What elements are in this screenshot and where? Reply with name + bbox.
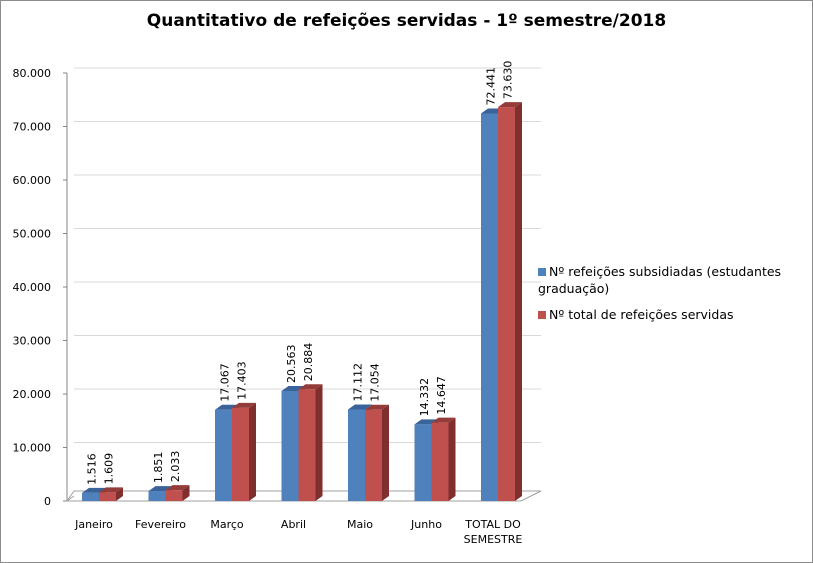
bar [365,409,382,501]
floor-edge [66,495,75,502]
data-label: 14.332 [418,378,431,417]
bar-side [315,384,323,501]
bar-top [298,384,323,390]
y-tick-label: 0 [44,495,51,508]
bar [348,409,365,501]
x-tick-label: Abril [281,518,306,531]
bar [82,492,99,501]
legend-swatch-red [538,311,546,319]
data-label: 17.112 [352,363,365,402]
data-label: 73.630 [502,61,515,100]
data-label: 72.441 [485,67,498,106]
y-tick-label: 40.000 [13,281,52,294]
x-tick-label: Janeiro [74,518,113,531]
y-tick-label: 20.000 [13,388,52,401]
bar-top [365,404,389,410]
legend-item-subsidiadas: Nº refeições subsidiadas (estudantes gra… [538,263,803,297]
data-label: 17.067 [219,363,232,402]
x-tick-label: Junho [410,518,442,531]
x-tick-label: TOTAL DO [464,518,521,531]
bar [298,389,316,501]
bar [99,492,116,501]
legend-label: Nº refeições subsidiadas (estudantes gra… [538,264,782,296]
y-tick-label: 50.000 [13,228,52,241]
y-tick-label: 60.000 [13,174,52,187]
bar [498,107,515,501]
x-tick-label: SEMESTRE [464,533,523,546]
bar-side [515,102,522,501]
x-tick-label: Maio [347,518,373,531]
legend-label: Nº total de refeições servidas [549,307,734,322]
data-label: 20.884 [302,343,315,382]
bar [232,407,249,501]
bar-top [348,404,372,410]
bar [148,491,166,501]
bar [281,390,299,501]
bar [414,424,432,501]
data-label: 20.563 [285,344,298,383]
bar-side [382,404,389,501]
data-label: 14.647 [435,376,448,415]
x-tick-label: Março [210,518,244,531]
bar [215,409,232,501]
data-label: 1.609 [103,453,116,485]
bar [481,113,498,502]
data-label: 17.403 [236,361,249,400]
x-tick-label: Fevereiro [135,518,186,531]
data-label: 1.851 [152,452,165,484]
data-label: 17.054 [369,363,382,402]
legend-swatch-blue [538,268,546,276]
bar [431,422,449,501]
bar-top [165,485,190,491]
bar-side [249,402,256,501]
y-tick-label: 70.000 [13,121,52,134]
bar [165,490,183,501]
bar-top [431,417,456,423]
y-tick-label: 10.000 [13,442,52,455]
y-tick-label: 30.000 [13,335,52,348]
legend-item-total: Nº total de refeições servidas [538,306,803,323]
data-label: 2.033 [169,451,182,483]
bar-side [182,485,190,501]
bar-side [116,487,123,501]
bar-top [498,102,522,108]
bar-top [99,487,123,493]
bar-top [232,402,256,408]
y-tick-label: 80.000 [13,67,52,80]
chart-title: Quantitativo de refeições servidas - 1º … [146,11,667,31]
bar-side [448,417,456,501]
data-label: 1.516 [86,453,99,485]
bar-top [82,487,106,493]
